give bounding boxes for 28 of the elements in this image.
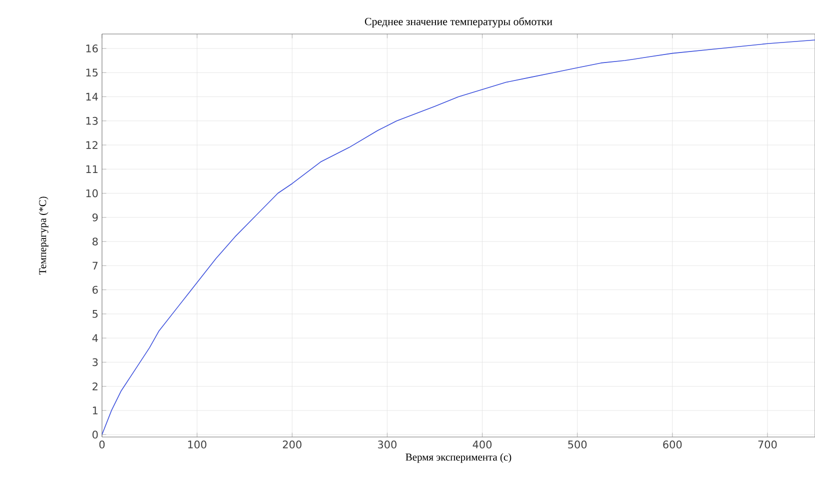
y-tick-label: 12	[86, 141, 98, 149]
y-tick-label: 11	[86, 165, 98, 173]
x-tick-label: 600	[663, 440, 682, 448]
x-axis-title: Вермя эксперимента (с)	[406, 453, 512, 463]
y-tick-label: 5	[92, 310, 98, 318]
x-tick-label: 700	[758, 440, 777, 448]
x-tick-label: 300	[378, 440, 396, 448]
y-tick-label: 3	[92, 358, 98, 366]
x-tick-label: 100	[188, 440, 206, 448]
y-tick-label: 14	[86, 92, 98, 101]
y-tick-label: 1	[92, 406, 98, 414]
y-tick-label: 9	[92, 213, 98, 222]
y-tick-label: 2	[92, 382, 98, 390]
y-axis-title: Темперагура (*C)	[38, 196, 48, 275]
y-tick-label: 10	[86, 189, 98, 198]
x-tick-label: 0	[99, 440, 105, 448]
y-tick-label: 0	[92, 430, 98, 439]
y-tick-label: 6	[92, 286, 98, 294]
y-tick-label: 15	[86, 68, 98, 76]
y-tick-label: 7	[92, 262, 98, 270]
x-tick-label: 500	[568, 440, 587, 448]
chart-title: Среднее значение температуры обмотки	[364, 17, 552, 28]
y-tick-label: 4	[92, 334, 98, 342]
y-tick-label: 13	[86, 116, 98, 125]
x-tick-label: 400	[472, 440, 492, 448]
y-tick-label: 8	[92, 238, 98, 246]
y-tick-label: 16	[86, 44, 98, 52]
x-tick-label: 200	[282, 440, 302, 448]
